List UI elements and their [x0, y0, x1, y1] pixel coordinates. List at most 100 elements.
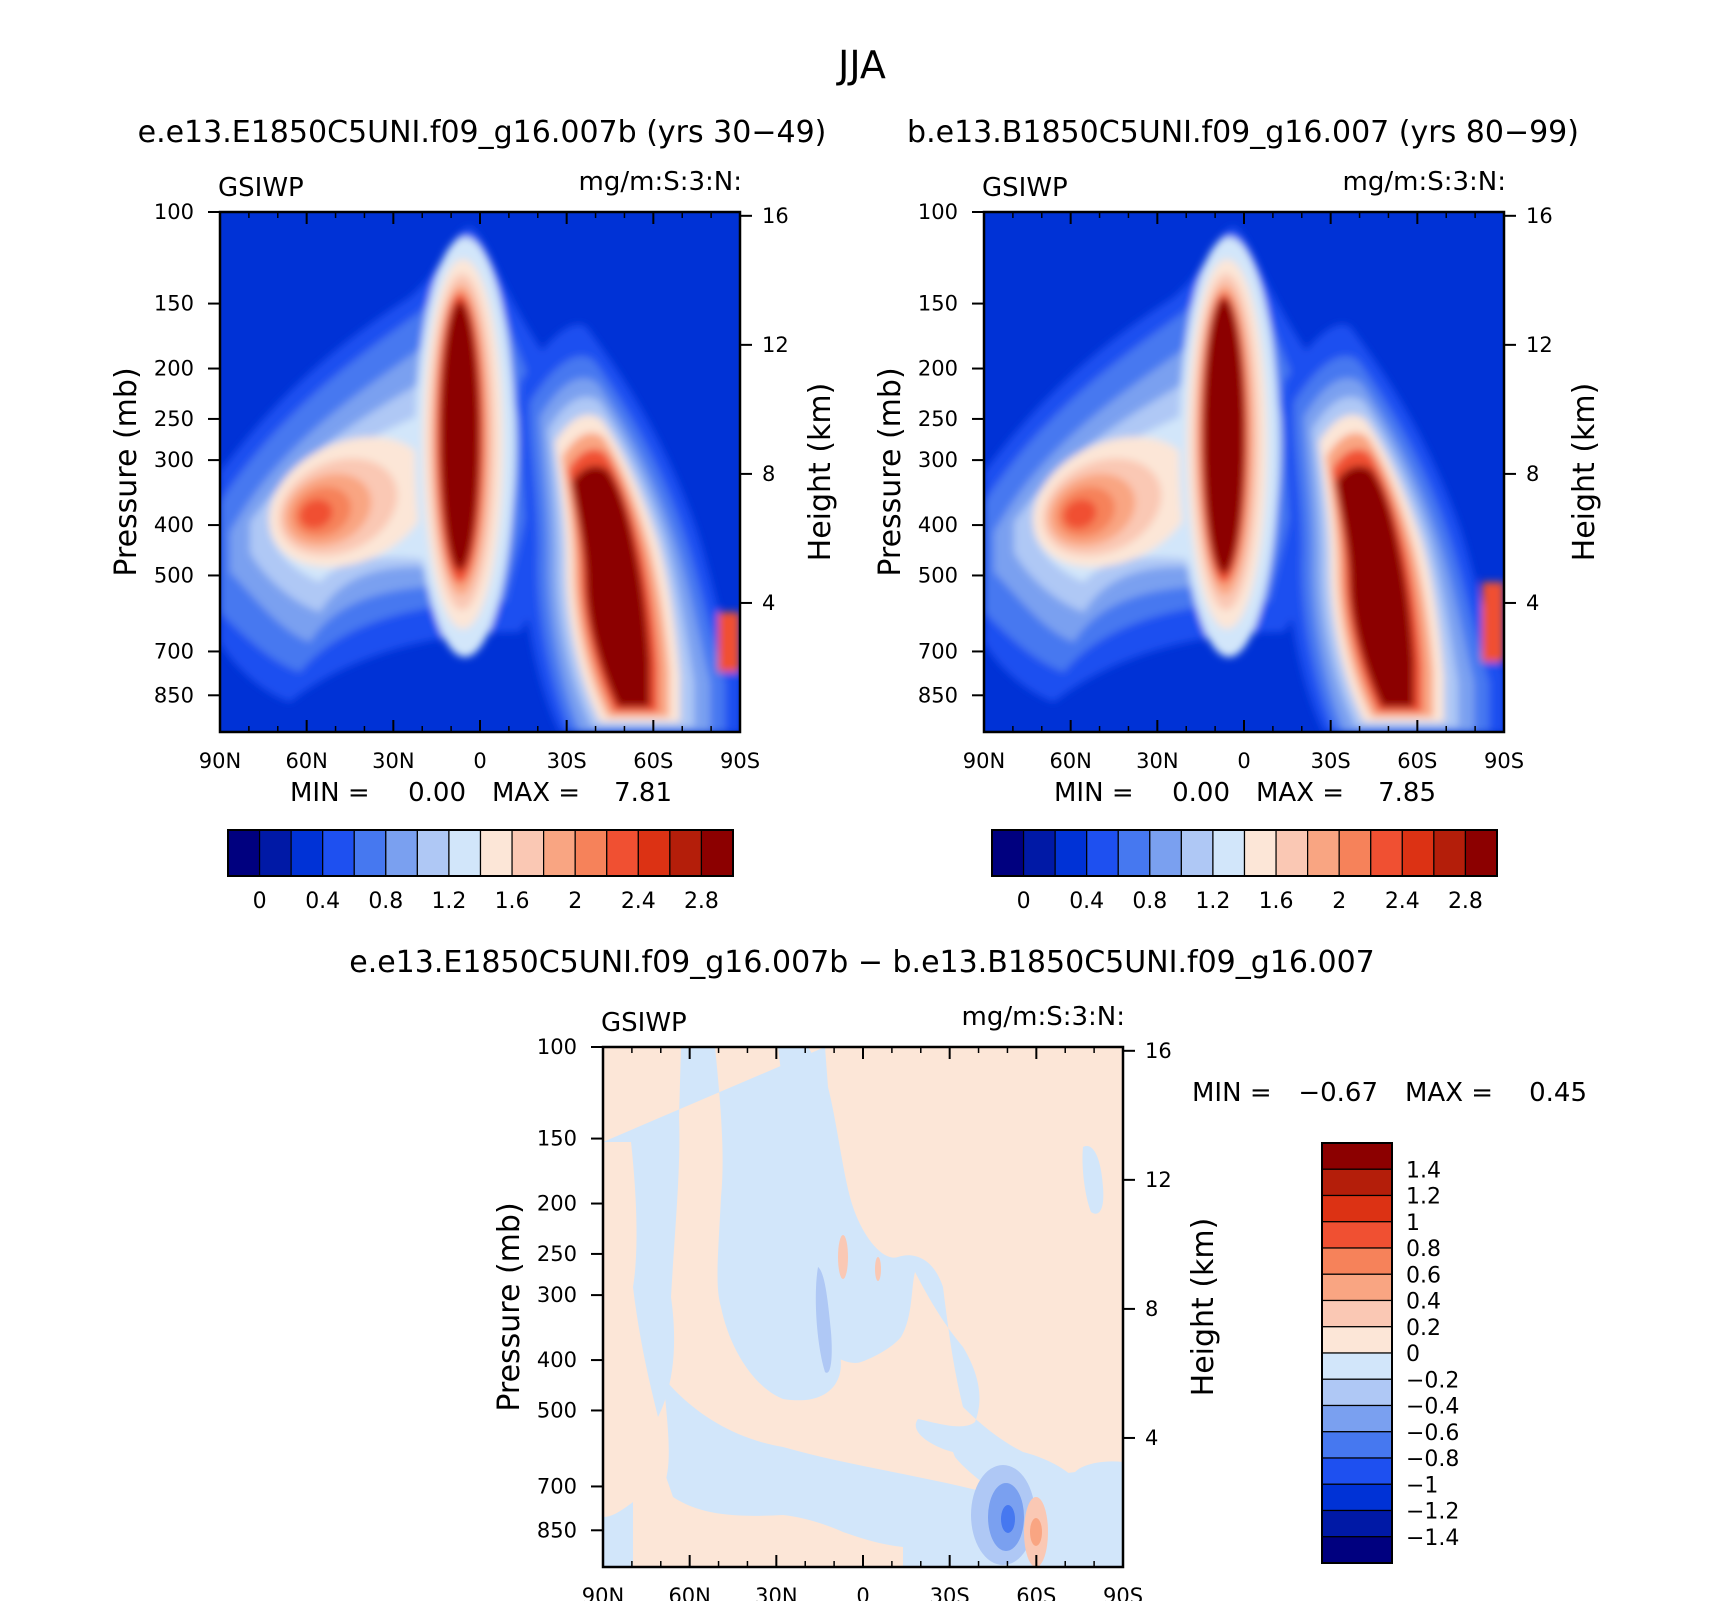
- panel-a-yaxis: 100 150 200 250 300 400 500 700 850: [154, 200, 220, 707]
- colorbar-label: −1: [1406, 1473, 1438, 1498]
- colorbar-frame: [227, 829, 734, 877]
- panel-a-max-label: MAX =: [492, 778, 580, 808]
- y-tick-label: 700: [918, 639, 958, 663]
- panel-c-title: e.e13.E1850C5UNI.f09_g16.007b − b.e13.B1…: [349, 945, 1375, 980]
- colorbar-label: 2.4: [1385, 889, 1420, 914]
- colorbar-box: [258, 829, 292, 877]
- y-tick-label: 150: [154, 292, 194, 316]
- panel-a-left-label: GSIWP: [218, 173, 304, 203]
- height-tick-label: 16: [1145, 1039, 1172, 1063]
- panel-c-ylabel-right: Height (km): [1186, 1218, 1221, 1397]
- x-tick-label: 90S: [1484, 749, 1524, 773]
- y-tick-label: 400: [154, 513, 194, 537]
- colorbar-label: 0.8: [368, 889, 403, 914]
- colorbar-box: [1149, 829, 1182, 877]
- colorbar-label: −0.4: [1406, 1395, 1459, 1420]
- x-tick-label: 30S: [1311, 749, 1351, 773]
- panel-b-min-label: MIN =: [1054, 778, 1134, 808]
- panel-b-colorbar: 0 0.4 0.8 1.2 1.6 2 2.4 2.8: [991, 829, 1498, 914]
- colorbar-box: [1022, 829, 1056, 877]
- height-tick-label: 12: [1526, 333, 1553, 357]
- x-tick-label: 60N: [668, 1584, 710, 1601]
- x-tick-label: 90N: [582, 1584, 624, 1601]
- colorbar-box: [700, 829, 734, 877]
- panel-c-yaxis: 100 150 200 250 300 400 500 700 850: [537, 1035, 603, 1542]
- panel-a-ylabel: Pressure (mb): [109, 367, 144, 576]
- pos-streak-2: [875, 1257, 881, 1281]
- panel-a-min-label: MIN =: [290, 778, 370, 808]
- colorbar-box: [1321, 1352, 1393, 1380]
- colorbar-label: −0.2: [1406, 1368, 1459, 1393]
- neg-region-west: [603, 1047, 1123, 1557]
- nh-band-10: [299, 499, 333, 529]
- panel-a-xaxis: 90N 60N 30N 0 30S 60S 90S: [199, 212, 760, 773]
- height-tick-label: 12: [762, 333, 789, 357]
- y-tick-label: 150: [537, 1127, 577, 1151]
- colorbar-box: [322, 829, 355, 877]
- y-tick-label: 500: [537, 1398, 577, 1422]
- colorbar-label: 2.8: [1448, 889, 1483, 914]
- colorbar-label: 1.2: [1195, 889, 1230, 914]
- colorbar-box: [1401, 829, 1435, 877]
- y-tick-label: 850: [537, 1518, 577, 1542]
- colorbar-label: 1.2: [1406, 1185, 1441, 1210]
- panel-c-field: [603, 1047, 1123, 1567]
- panel-b-right-label: mg/m:S:3:N:: [1343, 167, 1506, 197]
- colorbar-label: 0.6: [1406, 1263, 1441, 1288]
- colorbar-label: 2: [1332, 889, 1346, 914]
- colorbar-label: 0.4: [305, 889, 340, 914]
- y-tick-label: 250: [154, 407, 194, 431]
- height-tick-label: 16: [1526, 204, 1553, 228]
- x-tick-label: 0: [1237, 749, 1250, 773]
- x-tick-label: 30N: [372, 749, 414, 773]
- panel-b-ryaxis: 4 8 12 16: [1504, 204, 1553, 615]
- x-tick-label: 30S: [547, 749, 587, 773]
- colorbar-box: [1321, 1536, 1393, 1564]
- colorbar-label: 1.2: [431, 889, 466, 914]
- panel-b-max-value: 7.85: [1378, 778, 1436, 808]
- colorbar-box: [1321, 1221, 1393, 1249]
- panel-b: 90N 60N 30N 0 30S 60S 90S 100 150 200 250 300 400 50…: [873, 167, 1602, 914]
- colorbar-box: [511, 829, 545, 877]
- colorbar-label: 1.6: [495, 889, 530, 914]
- y-tick-label: 300: [918, 448, 958, 472]
- y-tick-label: 850: [918, 683, 958, 707]
- colorbar-box: [1086, 829, 1119, 877]
- colorbar-box: [1321, 1483, 1393, 1512]
- colorbar-box: [1433, 829, 1467, 877]
- colorbar-box: [479, 829, 513, 877]
- pos-region-low: [633, 1407, 903, 1567]
- colorbar-box: [416, 829, 450, 877]
- y-tick-label: 200: [154, 357, 194, 381]
- y-tick-label: 100: [154, 200, 194, 224]
- x-tick-label: 90S: [720, 749, 760, 773]
- x-tick-label: 30S: [930, 1584, 970, 1601]
- height-tick-label: 4: [762, 591, 775, 615]
- colorbar-box: [669, 829, 703, 877]
- trop-core: [440, 301, 480, 571]
- colorbar-box: [1307, 829, 1340, 877]
- y-tick-label: 500: [918, 563, 958, 587]
- panel-a-field: [220, 212, 740, 732]
- y-tick-label: 850: [154, 683, 194, 707]
- y-tick-label: 200: [918, 357, 958, 381]
- colorbar-label: 0: [1406, 1342, 1420, 1367]
- panel-a-colorbar: 0 0.4 0.8 1.2 1.6 2 2.4 2.8: [227, 829, 734, 914]
- x-tick-label: 60N: [1049, 749, 1091, 773]
- height-tick-label: 4: [1526, 591, 1539, 615]
- colorbar-box: [991, 829, 1025, 877]
- colorbar-label: 0.8: [1132, 889, 1167, 914]
- neg-blob-upper-east: [1082, 1146, 1104, 1214]
- colorbar-label: −0.6: [1406, 1421, 1459, 1446]
- x-tick-label: 60S: [633, 749, 673, 773]
- panel-c-min-label: MIN =: [1192, 1078, 1272, 1108]
- x-tick-label: 60S: [1397, 749, 1437, 773]
- x-tick-label: 30N: [1136, 749, 1178, 773]
- y-tick-label: 250: [918, 407, 958, 431]
- colorbar-label: 0.4: [1406, 1290, 1441, 1315]
- height-tick-label: 8: [1526, 462, 1539, 486]
- colorbar-label: 0: [1017, 889, 1031, 914]
- colorbar-box: [1338, 829, 1372, 877]
- panel-c-left-label: GSIWP: [601, 1008, 687, 1038]
